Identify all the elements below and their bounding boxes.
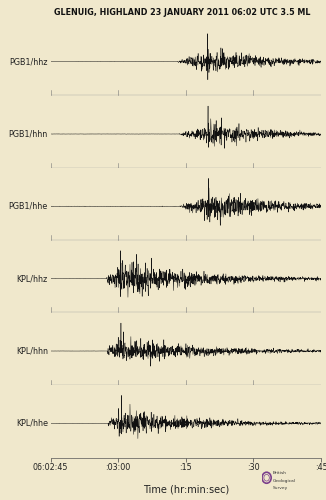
Text: KPL/hhz: KPL/hhz — [17, 274, 48, 283]
Text: PGB1/hhe: PGB1/hhe — [8, 202, 48, 211]
Text: GLENUIG, HIGHLAND 23 JANUARY 2011 06:02 UTC 3.5 ML: GLENUIG, HIGHLAND 23 JANUARY 2011 06:02 … — [54, 8, 310, 17]
Text: Survey: Survey — [273, 486, 288, 490]
Text: KPL/hhn: KPL/hhn — [16, 346, 48, 356]
Text: PGB1/hhz: PGB1/hhz — [9, 57, 48, 66]
Text: PGB1/hhn: PGB1/hhn — [8, 130, 48, 138]
Text: KPL/hhe: KPL/hhe — [16, 419, 48, 428]
Text: British: British — [273, 471, 287, 475]
Text: Time (hr:min:sec): Time (hr:min:sec) — [143, 485, 229, 495]
Text: Geological: Geological — [273, 478, 296, 482]
